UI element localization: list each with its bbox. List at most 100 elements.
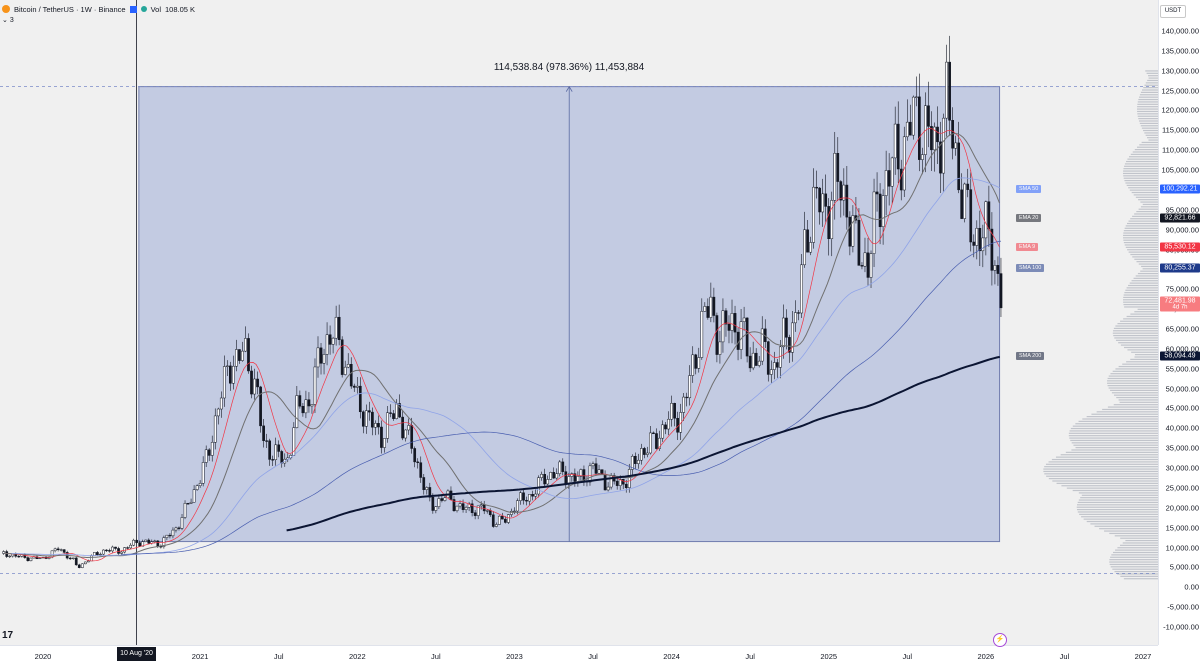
indicators-count: 3 <box>9 17 14 24</box>
candle-body <box>99 553 102 556</box>
volume-profile-bar <box>1096 411 1158 413</box>
volume-profile-bar <box>1138 263 1158 265</box>
volume-profile-bar <box>1124 244 1158 246</box>
y-tick-label: 120,000.00 <box>1161 105 1199 115</box>
candle-body <box>485 510 489 512</box>
candle-body <box>878 193 882 227</box>
volume-profile-bar <box>1136 261 1158 263</box>
candle-body <box>229 365 232 384</box>
symbol-legend[interactable]: Bitcoin / TetherUS · 1W · Binance Vol 108… <box>0 0 195 18</box>
candle-body <box>640 448 643 461</box>
volume-profile-bar <box>1131 351 1158 353</box>
candle-body <box>546 479 550 485</box>
ma-tag[interactable]: SMA 200 <box>1016 352 1045 361</box>
candle-body <box>358 385 362 413</box>
candle-body <box>271 459 275 461</box>
ma-tag[interactable]: EMA 20 <box>1016 214 1042 223</box>
candle-body <box>794 312 797 324</box>
volume-profile-bar <box>1124 346 1158 349</box>
currency-button[interactable]: USDT <box>1160 5 1186 18</box>
volume-profile-bar <box>1130 313 1158 315</box>
candle-body <box>168 534 172 537</box>
candle-body <box>74 557 78 566</box>
volume-profile-bar <box>1137 308 1158 310</box>
time-axis[interactable]: 2020 2021 Jul 2022 Jul 2023 Jul 2024 Jul 2025 Jul 2… <box>0 645 1158 664</box>
candle-body <box>682 396 686 413</box>
candle-body <box>280 451 284 464</box>
volume-profile-bar <box>1113 330 1158 332</box>
candle-body <box>573 473 577 482</box>
tradingview-logo[interactable]: 17 <box>2 630 14 641</box>
volume-profile-bar <box>1123 234 1158 237</box>
candle-body <box>195 485 199 490</box>
volume-profile-bar <box>1134 213 1158 215</box>
flash-icon[interactable]: ⚡ <box>993 633 1007 647</box>
volume-profile-bar <box>1056 482 1158 484</box>
volume-profile-bar <box>1147 137 1158 139</box>
price-tag: 58,094.49 <box>1160 351 1200 361</box>
indicators-toggle[interactable]: ⌄ 3 <box>2 16 14 24</box>
candle-body <box>636 459 640 464</box>
volume-profile-bar <box>1094 525 1158 527</box>
candle-body <box>918 96 921 160</box>
volume-profile-bar <box>1123 241 1158 244</box>
volume-profile-bar <box>1043 470 1158 473</box>
candle-body <box>443 497 447 501</box>
volume-profile-bar <box>1044 466 1158 468</box>
volume-profile-bar <box>1129 189 1158 191</box>
candle-body <box>105 549 108 552</box>
volume-profile-bar <box>1114 570 1158 573</box>
exchange-flag-icon[interactable] <box>129 5 137 13</box>
candle-body <box>769 369 773 375</box>
candle-body <box>649 432 652 454</box>
volume-profile-bar <box>1123 177 1158 179</box>
candle-body <box>848 216 852 247</box>
ma-tag[interactable]: SMA 50 <box>1016 184 1042 193</box>
volume-profile-bar <box>1128 251 1158 253</box>
candle-body <box>899 168 903 191</box>
candle-body <box>745 317 749 357</box>
cursor-date-label: 10 Aug '20 <box>117 647 156 661</box>
candle-body <box>915 96 918 98</box>
ma-tag[interactable]: SMA 100 <box>1016 264 1045 273</box>
candle-body <box>404 429 407 439</box>
volume-profile-bar <box>1111 554 1158 556</box>
candle-body <box>488 510 492 516</box>
candle-body <box>374 423 377 428</box>
volume-profile-bar <box>1120 344 1158 346</box>
y-tick-label: 75,000.00 <box>1165 284 1199 294</box>
volume-profile-bar <box>1138 120 1158 122</box>
candle-body <box>851 215 855 247</box>
volume-profile-bar <box>1143 129 1158 132</box>
volume-profile-bar <box>1123 239 1158 241</box>
volume-profile-bar <box>1122 542 1158 544</box>
candle-body <box>464 507 468 510</box>
volume-profile-bar <box>1123 170 1158 172</box>
volume-profile-bar <box>1068 435 1158 437</box>
chart-pane[interactable]: 114,538.84 (978.36%) 11,453,884 SMA 50 EM… <box>0 0 1158 645</box>
y-tick-label: 55,000.00 <box>1165 364 1199 374</box>
candle-body <box>842 184 846 201</box>
price-chart-svg[interactable] <box>0 0 1158 645</box>
candle-body <box>905 121 909 138</box>
candle-body <box>171 529 175 537</box>
candle-body <box>138 542 142 547</box>
candle-body <box>621 478 625 485</box>
symbol-title[interactable]: Bitcoin / TetherUS · 1W · Binance <box>14 4 126 14</box>
candle-body <box>62 549 66 553</box>
ma-tag[interactable]: EMA 9 <box>1016 243 1039 252</box>
sma200-line <box>286 355 1000 532</box>
candle-body <box>869 253 873 278</box>
candle-body <box>908 121 912 136</box>
candle-body <box>522 492 525 501</box>
candle-body <box>733 313 737 333</box>
candle-body <box>721 310 725 343</box>
candle-body <box>993 265 997 271</box>
candle-body <box>144 539 148 542</box>
candle-body <box>954 142 957 149</box>
candle-body <box>594 463 598 474</box>
candle-body <box>516 500 519 512</box>
price-axis[interactable]: 140,000.00 135,000.00 130,000.00 125,000.00… <box>1158 0 1200 645</box>
volume-profile-bar <box>1144 84 1158 86</box>
price-tag: 100,292.21 <box>1160 184 1200 194</box>
